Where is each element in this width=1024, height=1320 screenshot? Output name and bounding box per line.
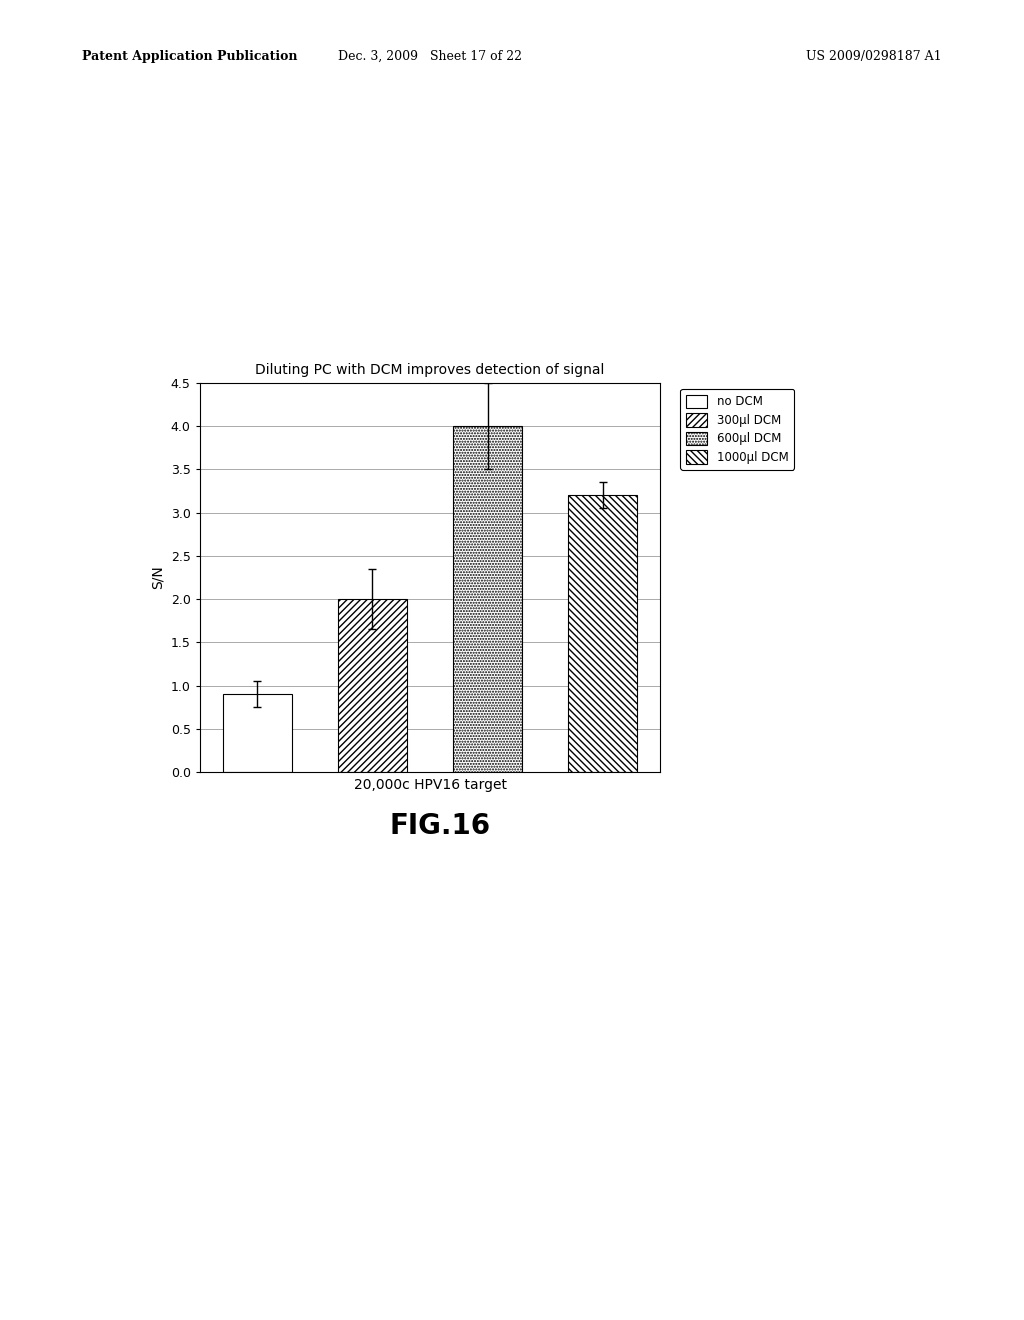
Text: FIG.16: FIG.16 <box>390 812 490 840</box>
Bar <box>223 694 292 772</box>
Y-axis label: S/N: S/N <box>152 566 165 589</box>
Text: US 2009/0298187 A1: US 2009/0298187 A1 <box>807 50 942 63</box>
Text: Patent Application Publication: Patent Application Publication <box>82 50 297 63</box>
Text: Dec. 3, 2009   Sheet 17 of 22: Dec. 3, 2009 Sheet 17 of 22 <box>338 50 522 63</box>
Bar <box>338 599 408 772</box>
Legend: no DCM, 300μl DCM, 600μl DCM, 1000μl DCM: no DCM, 300μl DCM, 600μl DCM, 1000μl DCM <box>680 388 795 470</box>
Bar <box>453 426 522 772</box>
X-axis label: 20,000c HPV16 target: 20,000c HPV16 target <box>353 777 507 792</box>
Title: Diluting PC with DCM improves detection of signal: Diluting PC with DCM improves detection … <box>255 363 605 378</box>
Bar <box>568 495 637 772</box>
